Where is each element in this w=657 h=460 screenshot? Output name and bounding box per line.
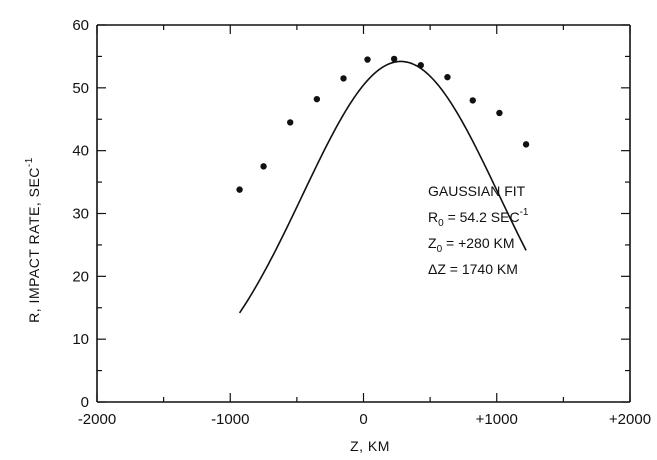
fit-z0-main: Z bbox=[428, 235, 437, 251]
fit-z0: Z0 = +280 KM bbox=[428, 235, 515, 255]
data-point bbox=[260, 163, 267, 170]
y-tick-label: 40 bbox=[72, 143, 89, 160]
data-point bbox=[496, 109, 503, 117]
x-tick-label: -1000 bbox=[211, 411, 249, 428]
data-point bbox=[313, 95, 321, 103]
y-tick-label: 50 bbox=[72, 80, 89, 97]
y-tick-label: 20 bbox=[72, 268, 89, 285]
fit-r0-main: R bbox=[428, 209, 438, 225]
data-point bbox=[236, 186, 243, 193]
tick-labels-group: -2000 -1000 0 +1000 +2000 0 10 20 30 40 50 60 bbox=[72, 17, 651, 428]
fit-annotation: GAUSSIAN FIT R0 = 54.2 SEC-1 Z0 = +280 K… bbox=[428, 183, 529, 277]
y-tick-label: 60 bbox=[72, 17, 89, 34]
fit-r0-sub: 0 bbox=[438, 218, 444, 229]
gaussian-fit-line bbox=[238, 60, 527, 314]
axes-frame bbox=[96, 24, 631, 403]
x-axis-title: Z, KM bbox=[350, 438, 390, 454]
data-point bbox=[364, 56, 371, 63]
fit-delta-z: ΔZ = 1740 KM bbox=[428, 261, 518, 277]
fit-z0-sub: 0 bbox=[437, 244, 443, 255]
y-tick-label: 0 bbox=[81, 394, 89, 411]
y-axis-title-sup: -1 bbox=[24, 157, 35, 167]
data-point bbox=[340, 75, 347, 82]
ticks-group bbox=[96, 24, 631, 403]
x-tick-label: 0 bbox=[359, 411, 367, 428]
x-tick-label: +2000 bbox=[609, 411, 651, 428]
data-point bbox=[522, 141, 530, 148]
y-tick-label: 10 bbox=[72, 331, 89, 348]
data-points-group bbox=[236, 55, 530, 193]
data-point bbox=[444, 73, 451, 81]
y-axis-title: R, IMPACT RATE, SEC-1 bbox=[24, 157, 42, 323]
fit-r0: R0 = 54.2 SEC-1 bbox=[428, 207, 529, 229]
fit-r0-sup: -1 bbox=[520, 207, 529, 218]
x-tick-label: +1000 bbox=[476, 411, 518, 428]
x-tick-label: -2000 bbox=[78, 411, 116, 428]
y-axis-title-main: R, IMPACT RATE, SEC bbox=[26, 167, 42, 323]
fit-title: GAUSSIAN FIT bbox=[428, 183, 526, 199]
data-point bbox=[417, 62, 424, 69]
data-point bbox=[390, 55, 398, 63]
data-point bbox=[469, 97, 476, 104]
y-tick-label: 30 bbox=[72, 206, 89, 223]
data-point bbox=[287, 119, 294, 126]
fit-z0-value: = +280 KM bbox=[442, 235, 514, 251]
fit-r0-value: = 54.2 SEC bbox=[444, 209, 520, 225]
